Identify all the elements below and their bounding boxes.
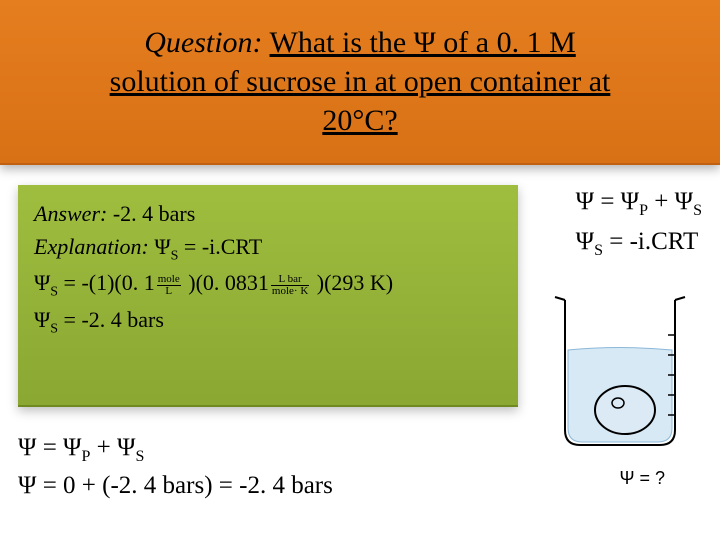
formula-l2s: S [594,242,603,259]
calc-psi: Ψ [34,270,50,295]
final-l1b: + Ψ [90,434,135,461]
frac1-den: L [157,286,181,297]
question-line-3: 20°C? [322,104,397,137]
formula-l2b: = -i.CRT [603,228,698,255]
calc-d: )(293 K) [311,270,393,295]
formula-box: Ψ = ΨP + ΨS ΨS = -i.CRT [576,183,702,263]
beaker-label: Ψ = ? [619,468,665,489]
question-text: Question: What is the Ψ of a 0. 1 M solu… [110,23,611,140]
formula-l1s2: S [693,202,702,219]
final-l1a: Ψ = Ψ [18,434,82,461]
calc-b: = -(1)(0. 1 [58,270,155,295]
result-val: = -2. 4 bars [58,307,164,332]
calc-c: )(0. 0831 [183,270,269,295]
frac-mole-l: moleL [157,274,181,297]
formula-l2a: Ψ [576,228,594,255]
question-line-1: What is the Ψ of a 0. 1 M [270,26,576,59]
answer-value: -2. 4 bars [113,201,195,226]
question-label: Question: [144,26,262,59]
formula-l1b: + Ψ [648,188,693,215]
formula-l1a: Ψ = Ψ [576,188,640,215]
final-l2: Ψ = 0 + (-2. 4 bars) = -2. 4 bars [18,468,333,503]
question-line-2: solution of sucrose in at open container… [110,65,611,98]
answer-label: Answer: [34,201,107,226]
answer-box: Answer: -2. 4 bars Explanation: ΨS = -i.… [18,185,518,407]
beaker-icon [550,295,690,455]
formula-l1s1: P [639,202,648,219]
result-sub: S [50,321,58,336]
final-l1s2: S [135,448,144,465]
result-psi: Ψ [34,307,50,332]
explanation-eq: = -i.CRT [178,234,262,259]
frac-lbar-molek: L barmole· K [271,274,309,297]
final-equation: Ψ = ΨP + ΨS Ψ = 0 + (-2. 4 bars) = -2. 4… [18,430,333,503]
content-area: Answer: -2. 4 bars Explanation: ΨS = -i.… [0,165,720,540]
explanation-psi: Ψ [154,234,170,259]
explanation-label: Explanation: [34,234,149,259]
calc-sub: S [50,285,58,300]
frac2-den: mole· K [271,286,309,297]
question-header: Question: What is the Ψ of a 0. 1 M solu… [0,0,720,165]
